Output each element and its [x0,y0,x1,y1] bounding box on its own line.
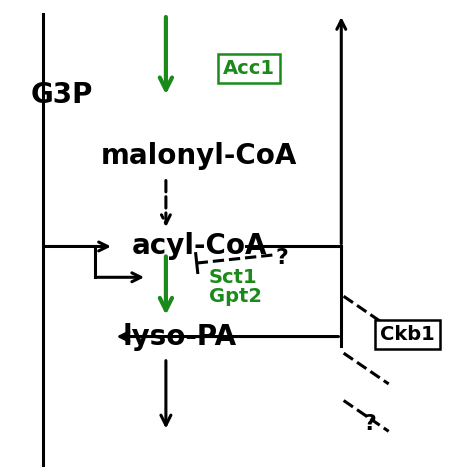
Text: acyl-CoA: acyl-CoA [131,232,267,261]
Text: Sct1: Sct1 [209,268,257,287]
Text: Acc1: Acc1 [223,59,275,78]
Text: G3P: G3P [30,81,93,109]
Text: malonyl-CoA: malonyl-CoA [101,142,297,171]
Text: Ckb1: Ckb1 [380,325,435,344]
Text: lyso-PA: lyso-PA [123,322,237,351]
Text: ?: ? [275,248,289,268]
Text: ?: ? [363,414,376,434]
Text: Gpt2: Gpt2 [209,287,262,306]
